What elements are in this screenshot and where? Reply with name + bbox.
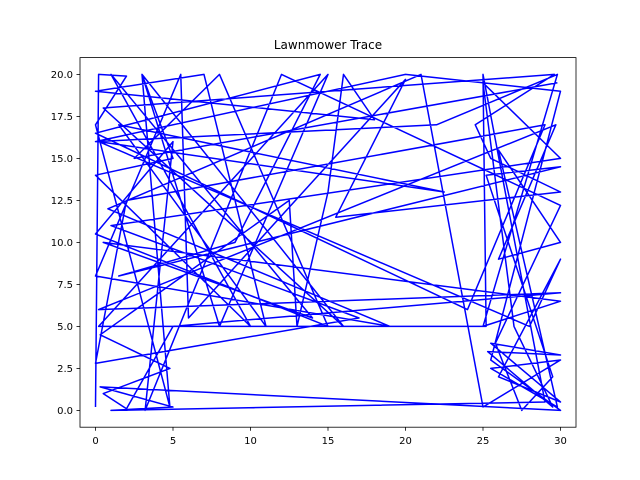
y-tick-label: 10.0: [51, 238, 73, 249]
y-tick-label: 12.5: [51, 196, 73, 207]
y-tick-label: 2.5: [57, 364, 73, 375]
y-tick-label: 7.5: [57, 280, 73, 291]
y-tick-label: 5.0: [57, 322, 73, 333]
x-tick-label: 25: [477, 436, 490, 447]
y-tick-label: 15.0: [51, 154, 73, 165]
x-tick-label: 15: [322, 436, 335, 447]
x-tick-label: 30: [554, 436, 567, 447]
x-tick-label: 20: [399, 436, 412, 447]
x-tick-label: 5: [170, 436, 176, 447]
y-tick-label: 0.0: [57, 406, 73, 417]
x-tick-label: 10: [244, 436, 257, 447]
y-tick-label: 20.0: [51, 70, 73, 81]
y-tick-label: 17.5: [51, 112, 73, 123]
chart-title: Lawnmower Trace: [274, 38, 382, 52]
trace-line: [94, 73, 562, 412]
x-tick-label: 0: [92, 436, 98, 447]
